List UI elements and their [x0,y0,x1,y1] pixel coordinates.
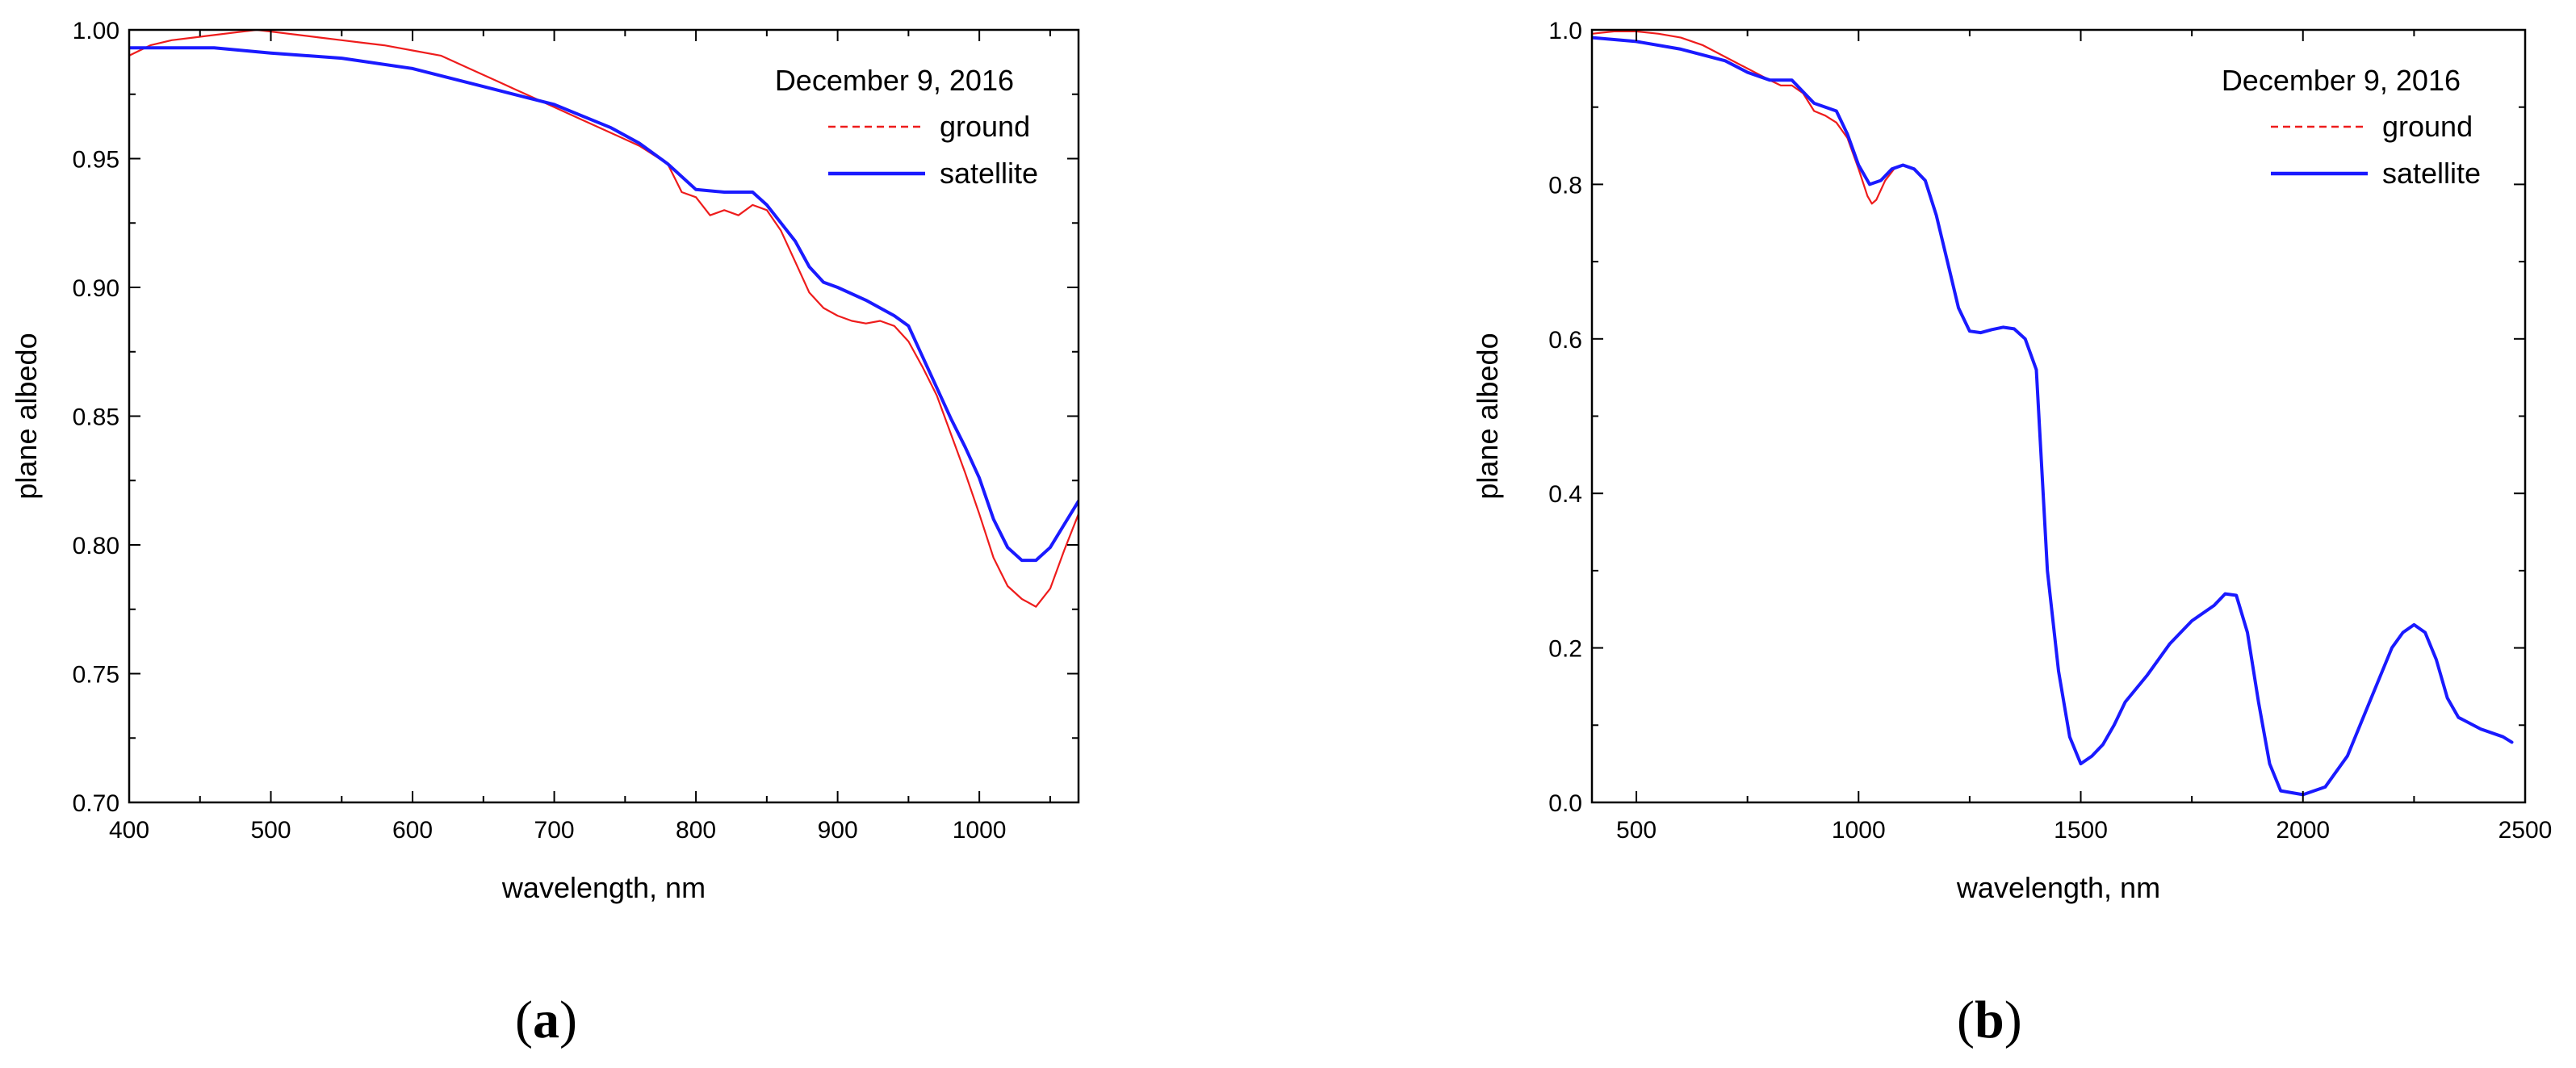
chart-a-legend-title: December 9, 2016 [775,64,1014,97]
chart-b-ytick-label: 0.0 [1548,790,1582,817]
chart-a-plot-frame [128,28,1080,804]
panel-label-b: (b) [1957,991,2022,1049]
chart-b-legend-label-satellite: satellite [2382,157,2481,190]
chart-b-svg: 500 1000 1500 2000 2500 0.0 0.2 0.4 0.6 0.8 1.0 wav… [1471,18,2553,904]
chart-b-x-axis-label: wavelength, nm [1956,871,2160,904]
chart-a-ytick-label: 0.75 [73,662,119,689]
chart-a-ytick-label: 0.85 [73,404,119,431]
chart-a-series-group [129,30,1079,608]
chart-b-series-line-satellite [1592,36,2514,797]
panel-label-b-letter: b [1974,991,2004,1049]
chart-panel-a: 400 500 600 700 800 900 1000 0.70 0.75 0.80 0.85 0.… [0,0,1130,969]
chart-a-xtick-label: 800 [676,817,716,844]
chart-a-ytick-label: 0.80 [73,533,119,559]
chart-a-y-axis-label: plane albedo [10,333,43,499]
chart-a-ytick-label: 0.70 [73,790,119,817]
chart-a-xtick-label: 400 [109,817,149,844]
chart-a-series-line-satellite [129,46,1079,563]
chart-b-legend-title: December 9, 2016 [2222,64,2461,97]
chart-b-ytick-label: 1.0 [1548,18,1582,44]
chart-b-ytick-label: 0.6 [1548,327,1582,354]
chart-a-xtick-label: 900 [818,817,858,844]
chart-a-ytick-label: 0.95 [73,147,119,174]
chart-a-xtick-label: 500 [250,817,291,844]
chart-b-ytick-label: 0.4 [1548,481,1582,508]
chart-b-plot-frame [1590,28,2527,804]
chart-b-xtick-label: 2000 [2276,817,2330,844]
chart-b-ytick-label: 0.2 [1548,636,1582,663]
chart-a-xtick-label: 600 [392,817,433,844]
chart-a-legend-label-satellite: satellite [940,157,1038,190]
chart-a-series-line-ground [129,30,1079,608]
panel-label-a: (a) [515,991,577,1049]
panel-label-a-letter: a [532,991,559,1049]
chart-b-legend-label-ground: ground [2382,110,2473,143]
chart-b-series-group [1592,30,2514,797]
chart-b-series-line-ground [1592,30,1904,205]
chart-panel-b: 500 1000 1500 2000 2500 0.0 0.2 0.4 0.6 0.8 1.0 wav… [1453,0,2576,969]
chart-b-y-axis-label: plane albedo [1471,333,1504,499]
chart-a-legend-label-ground: ground [940,110,1030,143]
chart-b-xtick-label: 1000 [1832,817,1886,844]
chart-a-xtick-label: 1000 [953,817,1007,844]
chart-b-xtick-label: 1500 [2054,817,2108,844]
chart-b-xtick-label: 500 [1616,817,1657,844]
chart-a-ytick-label: 0.90 [73,275,119,302]
chart-a-ytick-label: 1.00 [73,18,119,44]
chart-a-svg: 400 500 600 700 800 900 1000 0.70 0.75 0.80 0.85 0.… [10,18,1080,904]
chart-a-xtick-label: 700 [534,817,575,844]
chart-a-x-axis-label: wavelength, nm [501,871,706,904]
chart-b-xtick-label: 2500 [2499,817,2553,844]
chart-b-ytick-label: 0.8 [1548,172,1582,199]
